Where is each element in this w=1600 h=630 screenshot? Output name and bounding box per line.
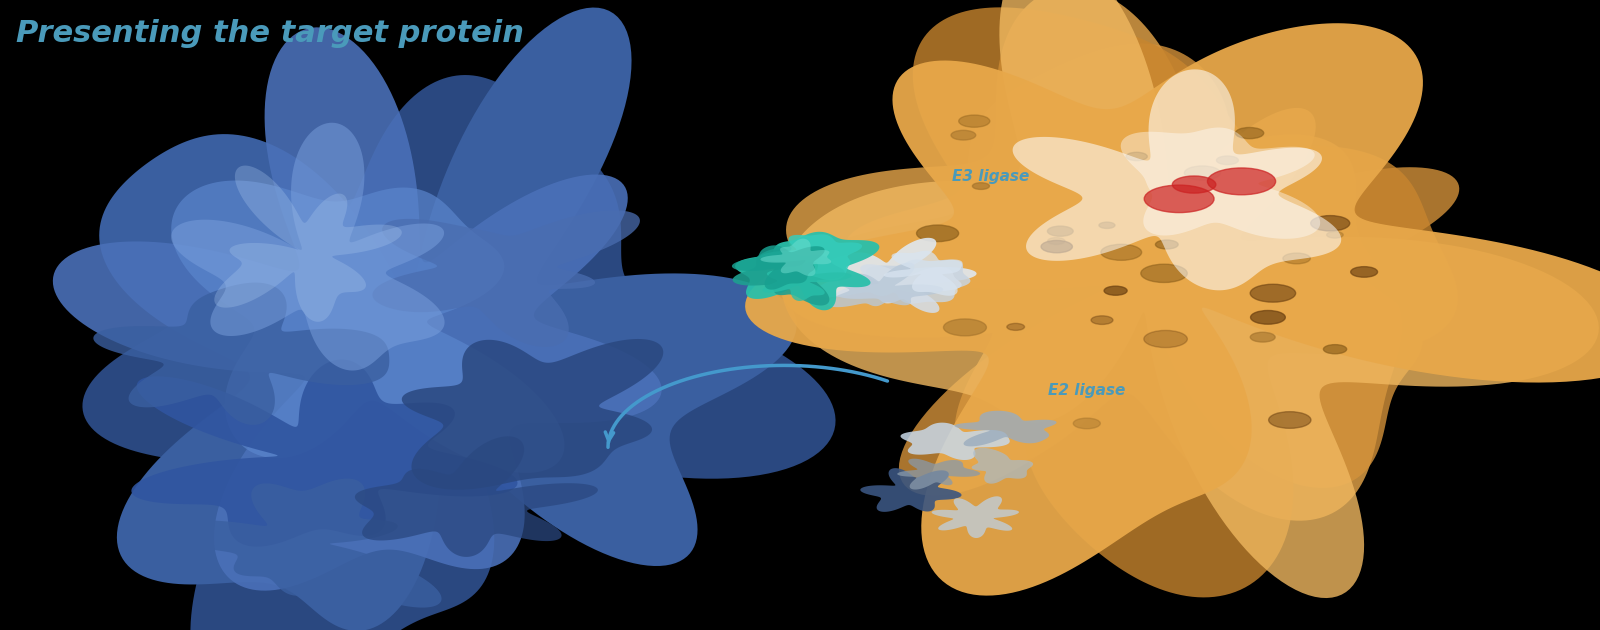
Polygon shape [131, 360, 517, 547]
Circle shape [1269, 411, 1310, 428]
Circle shape [1101, 244, 1142, 260]
Polygon shape [931, 496, 1019, 538]
Polygon shape [93, 283, 389, 425]
Circle shape [1251, 311, 1285, 324]
Circle shape [1326, 232, 1344, 238]
Circle shape [1155, 240, 1178, 249]
Circle shape [1208, 168, 1275, 195]
Polygon shape [760, 239, 830, 276]
Circle shape [1250, 332, 1275, 342]
Polygon shape [861, 468, 962, 512]
Polygon shape [814, 238, 976, 297]
Circle shape [950, 130, 976, 140]
Polygon shape [355, 437, 598, 557]
Polygon shape [53, 27, 662, 591]
Polygon shape [760, 234, 862, 280]
Polygon shape [781, 8, 1458, 597]
Polygon shape [733, 249, 845, 306]
Polygon shape [731, 245, 824, 290]
Circle shape [1235, 127, 1264, 139]
Polygon shape [971, 448, 1034, 484]
Polygon shape [883, 251, 963, 295]
Polygon shape [373, 210, 640, 347]
Circle shape [1126, 152, 1147, 161]
Polygon shape [955, 411, 1056, 447]
Circle shape [1104, 286, 1126, 295]
Polygon shape [734, 232, 880, 311]
Circle shape [1042, 241, 1072, 253]
Circle shape [1048, 226, 1074, 236]
Polygon shape [845, 43, 1459, 496]
Polygon shape [1013, 69, 1341, 290]
Polygon shape [866, 260, 970, 304]
Circle shape [1216, 156, 1238, 164]
Text: E3 ligase: E3 ligase [952, 169, 1029, 184]
Circle shape [917, 225, 958, 242]
Circle shape [1184, 166, 1221, 180]
Polygon shape [402, 339, 664, 490]
Circle shape [1350, 266, 1378, 277]
Circle shape [1173, 176, 1216, 193]
Circle shape [1006, 323, 1024, 330]
Circle shape [1048, 238, 1066, 244]
Circle shape [973, 183, 989, 190]
Circle shape [1144, 330, 1187, 348]
Circle shape [958, 115, 990, 127]
Circle shape [1099, 222, 1115, 229]
Polygon shape [214, 166, 402, 322]
Polygon shape [171, 181, 565, 473]
Circle shape [1141, 264, 1187, 282]
Polygon shape [781, 0, 1598, 598]
Polygon shape [1120, 127, 1320, 239]
Circle shape [1091, 316, 1114, 324]
Polygon shape [746, 23, 1600, 595]
Polygon shape [898, 459, 981, 490]
Polygon shape [827, 263, 944, 307]
Polygon shape [901, 423, 1010, 460]
Circle shape [1250, 284, 1296, 302]
Text: E2 ligase: E2 ligase [1048, 383, 1125, 398]
Circle shape [1283, 253, 1310, 264]
Circle shape [1144, 185, 1214, 212]
Text: Presenting the target protein: Presenting the target protein [16, 19, 525, 48]
Circle shape [944, 319, 987, 336]
Circle shape [1323, 345, 1347, 354]
Circle shape [1074, 418, 1101, 429]
Polygon shape [160, 479, 442, 607]
Polygon shape [83, 75, 835, 630]
Polygon shape [99, 8, 797, 630]
Polygon shape [763, 261, 851, 301]
Polygon shape [786, 0, 1402, 520]
Polygon shape [837, 264, 962, 313]
Polygon shape [171, 123, 445, 370]
Circle shape [1310, 215, 1350, 231]
